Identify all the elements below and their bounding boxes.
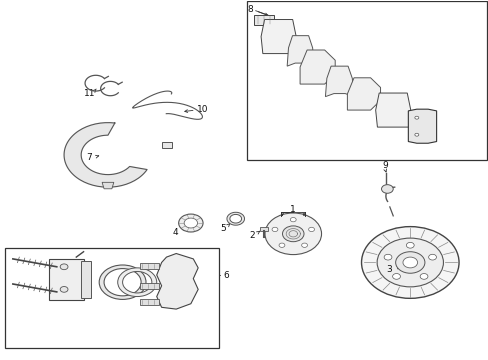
Polygon shape bbox=[64, 123, 147, 187]
Circle shape bbox=[414, 116, 418, 119]
Circle shape bbox=[60, 287, 68, 292]
Circle shape bbox=[428, 254, 436, 260]
Bar bbox=[81, 261, 91, 298]
Circle shape bbox=[60, 264, 68, 270]
Polygon shape bbox=[375, 93, 410, 127]
Bar bbox=[140, 283, 159, 289]
Circle shape bbox=[301, 243, 307, 247]
Polygon shape bbox=[157, 253, 198, 309]
Circle shape bbox=[282, 226, 304, 242]
Circle shape bbox=[395, 252, 424, 273]
Bar bbox=[260, 227, 267, 231]
Text: 7: 7 bbox=[86, 153, 92, 162]
Circle shape bbox=[361, 226, 458, 298]
Circle shape bbox=[384, 254, 391, 260]
Bar bbox=[140, 263, 159, 269]
Text: 11: 11 bbox=[84, 89, 96, 98]
Circle shape bbox=[419, 274, 427, 279]
Text: 2: 2 bbox=[248, 231, 254, 240]
Bar bbox=[254, 15, 273, 26]
Circle shape bbox=[414, 133, 418, 136]
Circle shape bbox=[308, 227, 314, 231]
Circle shape bbox=[290, 217, 296, 222]
Circle shape bbox=[406, 242, 413, 248]
Bar bbox=[161, 142, 172, 148]
Text: 5: 5 bbox=[220, 224, 225, 233]
Polygon shape bbox=[261, 19, 296, 54]
Text: 9: 9 bbox=[381, 161, 387, 170]
Circle shape bbox=[381, 185, 392, 193]
Text: 4: 4 bbox=[172, 228, 178, 237]
Bar bbox=[140, 299, 159, 305]
Polygon shape bbox=[286, 36, 313, 66]
Text: 10: 10 bbox=[197, 105, 208, 114]
Circle shape bbox=[178, 214, 203, 232]
Text: 6: 6 bbox=[223, 270, 228, 279]
Bar bbox=[49, 259, 83, 300]
Circle shape bbox=[184, 218, 197, 228]
Text: 8: 8 bbox=[247, 5, 253, 14]
Circle shape bbox=[402, 257, 417, 268]
Polygon shape bbox=[346, 78, 380, 110]
Polygon shape bbox=[300, 50, 334, 84]
Circle shape bbox=[271, 227, 277, 231]
Circle shape bbox=[392, 274, 400, 279]
Circle shape bbox=[264, 213, 321, 255]
Circle shape bbox=[279, 243, 285, 247]
Text: 3: 3 bbox=[386, 265, 391, 274]
Text: 1: 1 bbox=[290, 205, 296, 214]
Circle shape bbox=[376, 238, 443, 287]
Polygon shape bbox=[325, 66, 353, 96]
Polygon shape bbox=[407, 109, 436, 143]
Polygon shape bbox=[102, 182, 114, 189]
Bar bbox=[246, 1, 487, 160]
Bar bbox=[4, 248, 219, 348]
